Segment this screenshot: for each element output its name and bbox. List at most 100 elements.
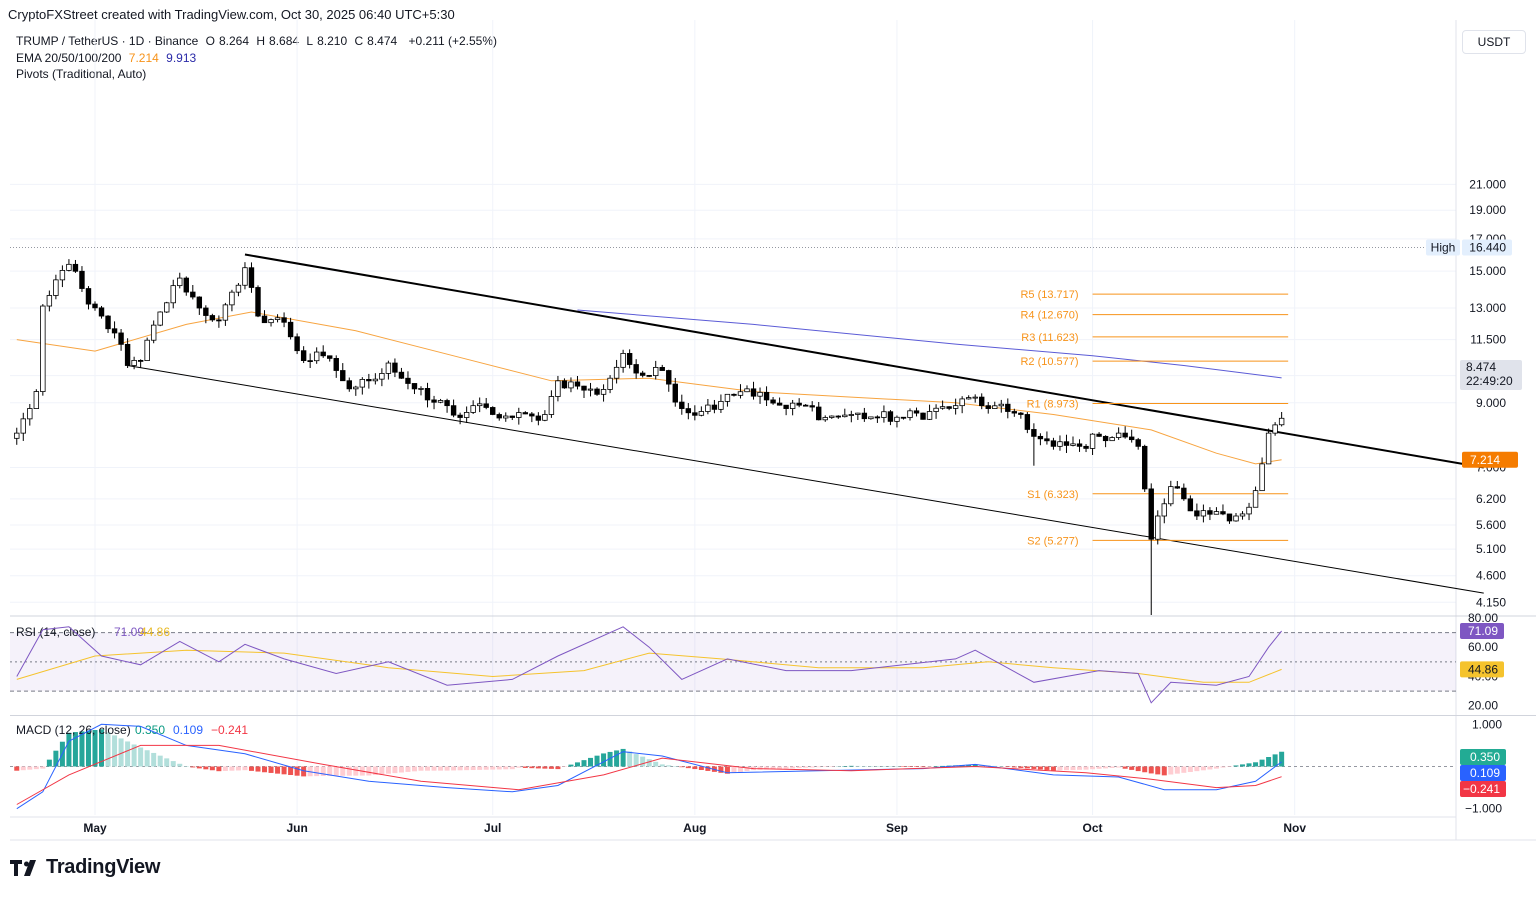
price-tick-label: 13.000 — [1469, 301, 1506, 315]
candle — [1220, 504, 1226, 516]
candle — [1102, 435, 1109, 448]
legend-ema1: 7.214 — [128, 50, 159, 65]
candle — [105, 315, 111, 333]
candle — [1278, 411, 1285, 427]
candle — [972, 394, 978, 403]
macd-histogram-bar — [509, 766, 515, 770]
candle — [568, 377, 574, 393]
candle-body — [333, 358, 339, 371]
candle-body — [750, 388, 757, 397]
macd-histogram-bar — [255, 766, 261, 772]
candle-body — [444, 400, 450, 407]
macd-histogram-bar — [53, 750, 59, 767]
macd-histogram-bar — [99, 729, 105, 767]
candle — [248, 262, 255, 293]
candle — [20, 412, 26, 441]
candle-body — [294, 336, 300, 352]
macd-histogram-bar — [620, 748, 626, 767]
time-tick-label: May — [83, 821, 107, 835]
currency-unit-button[interactable]: USDT — [1462, 30, 1526, 54]
candle-body — [574, 381, 581, 387]
candle-body — [894, 416, 900, 422]
macd-value-tag: 0.109 — [1470, 766, 1500, 780]
candle-body — [861, 412, 868, 420]
macd-histogram-bar — [177, 763, 183, 767]
candle-body — [965, 397, 972, 400]
candle-body — [150, 324, 157, 341]
candle-body — [1148, 488, 1154, 540]
macd-histogram-bar — [1246, 763, 1252, 767]
rsi-tick-label: 20.00 — [1468, 699, 1498, 713]
macd-histogram-bar — [607, 751, 613, 767]
candle — [1200, 504, 1207, 523]
time-tick-label: Oct — [1083, 821, 1103, 835]
macd-histogram-bar — [737, 766, 743, 772]
candle-body — [131, 359, 137, 366]
candle — [952, 398, 959, 415]
macd-histogram-bar — [542, 766, 548, 769]
macd-histogram-bar — [353, 766, 359, 776]
candle-body — [744, 388, 750, 393]
candle — [118, 328, 124, 351]
macd-histogram-bar — [203, 766, 209, 770]
candle — [789, 399, 796, 416]
candle-body — [483, 403, 489, 408]
macd-histogram-bar — [125, 741, 131, 767]
candle-body — [979, 396, 985, 407]
candle — [724, 393, 731, 407]
candle-body — [829, 415, 835, 418]
candle-body — [242, 267, 248, 286]
candle-body — [1109, 437, 1115, 442]
rsi-line — [16, 626, 1282, 704]
macd-histogram-bar — [1037, 766, 1043, 770]
candle-body — [366, 379, 372, 382]
macd-histogram-bar — [320, 766, 326, 776]
rsi-value-tag: 71.09 — [1468, 624, 1498, 638]
candle — [229, 289, 235, 312]
candle-body — [835, 415, 841, 418]
candle — [190, 285, 196, 300]
candle — [776, 397, 783, 406]
candle — [470, 400, 476, 414]
candle — [1089, 433, 1096, 455]
candle-body — [281, 317, 287, 323]
candle — [268, 318, 274, 327]
candle-body — [757, 391, 763, 397]
candle — [529, 411, 535, 423]
candle-body — [183, 277, 189, 293]
candle — [340, 363, 346, 382]
candle — [711, 399, 718, 414]
macd-histogram-bar — [464, 766, 470, 771]
candle — [1207, 507, 1213, 521]
candle — [855, 412, 861, 420]
macd-value: 0.109 — [173, 723, 203, 737]
tradingview-wordmark: TradingView — [46, 856, 161, 878]
macd-histogram-bar — [85, 730, 91, 767]
candle-body — [613, 366, 620, 379]
candle-body — [255, 287, 261, 317]
legend-close-label: C — [354, 34, 364, 48]
macd-histogram-bar — [744, 766, 750, 772]
candle — [802, 403, 809, 407]
candle — [959, 396, 965, 414]
candle-body — [346, 380, 352, 390]
macd-histogram-bar — [940, 765, 946, 767]
macd-histogram-bar — [366, 766, 372, 776]
candle — [535, 412, 542, 426]
macd-histogram-bar — [516, 766, 522, 768]
macd-histogram-bar — [314, 766, 320, 777]
candle — [796, 398, 802, 408]
candle-body — [1155, 515, 1161, 540]
candle — [1109, 436, 1115, 442]
candle-body — [1187, 498, 1194, 512]
candle — [242, 262, 248, 290]
macd-histogram-bar — [196, 766, 202, 769]
macd-histogram-bar — [392, 766, 398, 774]
macd-histogram-bar — [790, 766, 796, 769]
candle-body — [522, 412, 529, 415]
candle-body — [157, 311, 163, 326]
price-tick-label: 5.600 — [1476, 518, 1506, 532]
candle-body — [822, 417, 828, 421]
